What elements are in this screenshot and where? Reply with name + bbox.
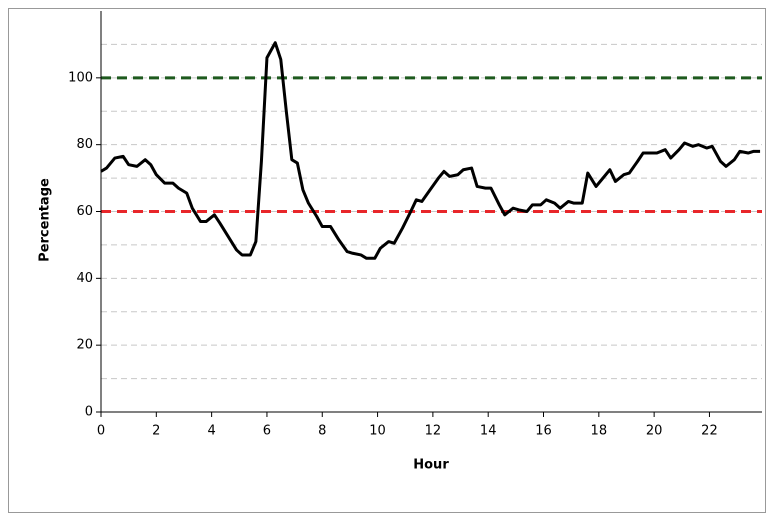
x-tick-label: 22: [701, 424, 718, 439]
frame: [8, 8, 766, 513]
x-tick-label: 8: [318, 424, 326, 439]
x-tick-label: 2: [152, 424, 160, 439]
x-tick-label: 6: [263, 424, 271, 439]
y-tick-label: 0: [85, 405, 93, 420]
data-line: [100, 41, 761, 260]
x-tick-label: 4: [207, 424, 215, 439]
x-tick-label: 14: [480, 424, 497, 439]
y-tick-label: 40: [76, 271, 93, 286]
y-tick-label: 100: [68, 70, 93, 85]
x-axis-label: Hour: [413, 458, 449, 473]
y-tick-label: 60: [76, 204, 93, 219]
y-axis-label: Percentage: [38, 178, 53, 262]
x-tick-label: 16: [535, 424, 552, 439]
x-tick-label: 0: [97, 424, 105, 439]
y-tick-label: 80: [76, 137, 93, 152]
x-tick-label: 18: [591, 424, 608, 439]
x-tick-label: 10: [369, 424, 386, 439]
x-tick-label: 20: [646, 424, 663, 439]
x-tick-label: 12: [425, 424, 442, 439]
y-tick-label: 20: [76, 338, 93, 353]
